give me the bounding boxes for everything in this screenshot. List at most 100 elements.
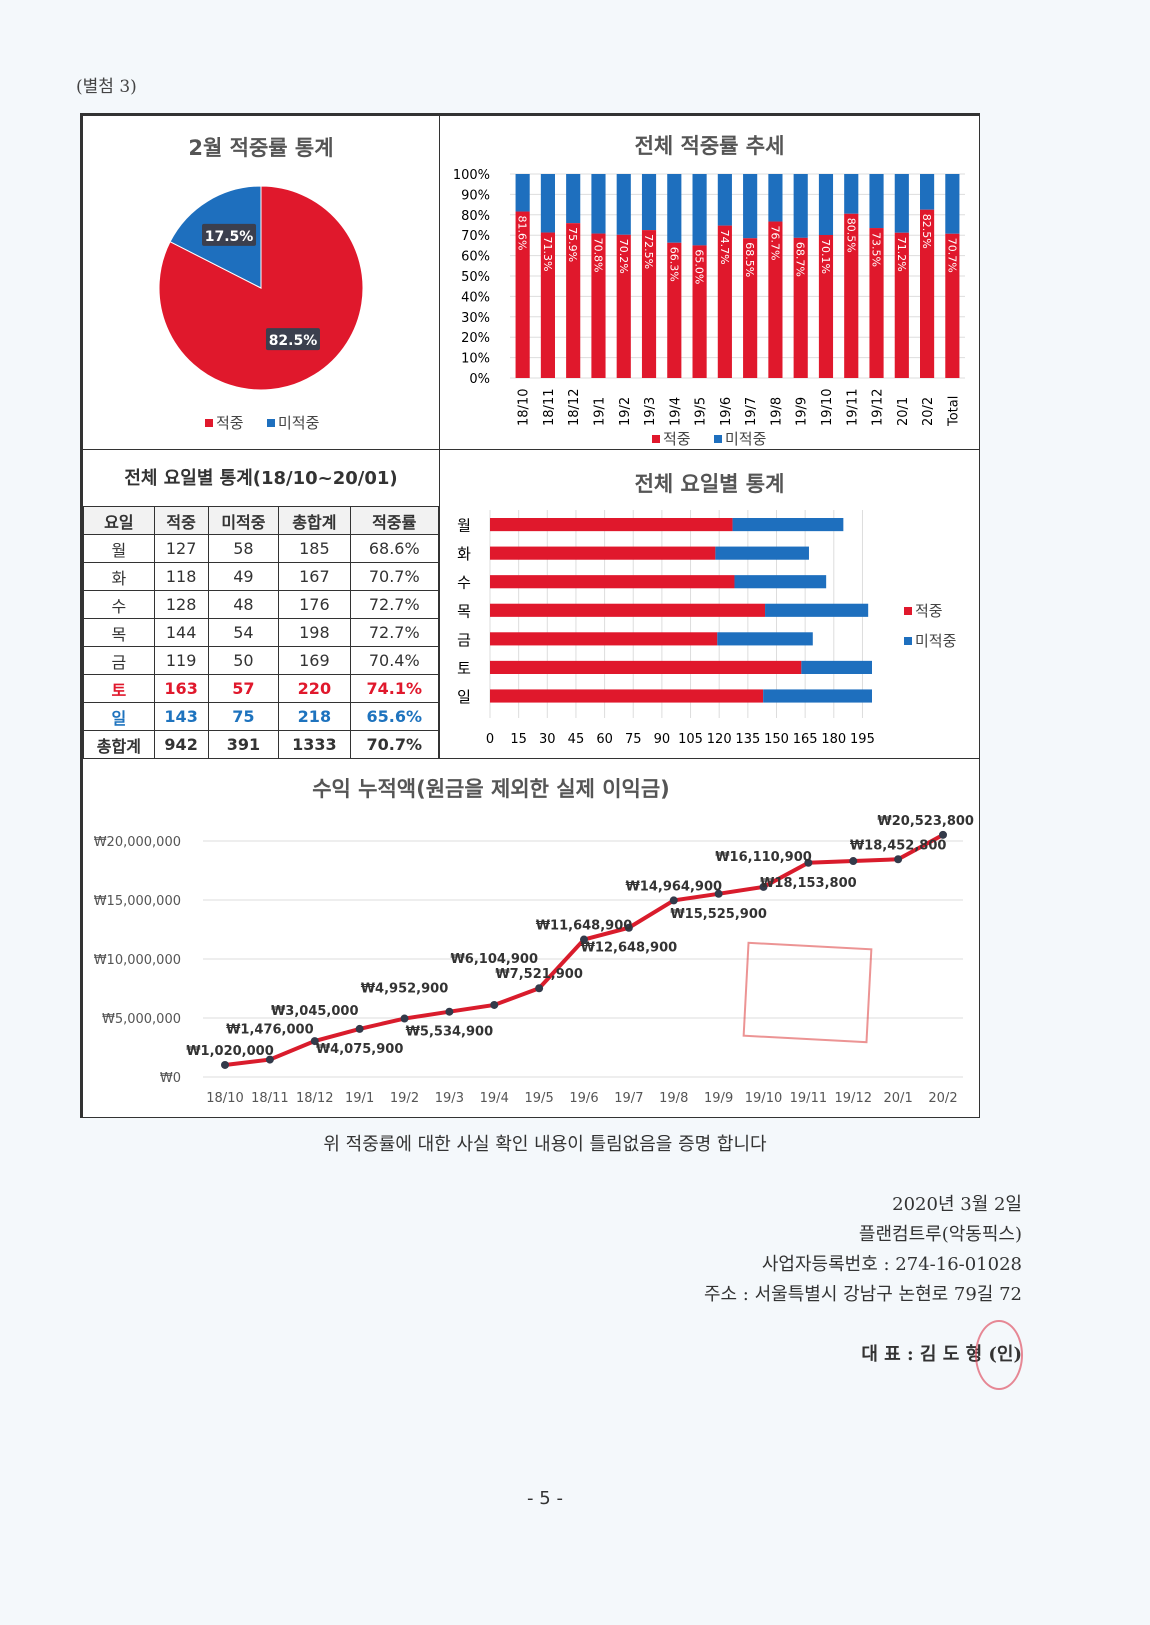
data-point bbox=[580, 935, 588, 944]
trend-chart: 0% 10% 20% 30% 40% 50% 60% 70% 80% 90% 100% 81.6% 18… bbox=[453, 168, 965, 448]
table-cell: 143 bbox=[153, 702, 209, 731]
data-label: ₩5,534,900 bbox=[406, 1025, 494, 1040]
data-label: 71.2% bbox=[895, 237, 908, 272]
data-point bbox=[265, 1055, 274, 1064]
data-label: 81.6% bbox=[516, 216, 529, 251]
table-cell: 391 bbox=[207, 730, 280, 759]
x-tick-label: 19/9 bbox=[704, 1091, 733, 1106]
x-tick-label: 19/1 bbox=[592, 397, 607, 426]
x-tick-label: 75 bbox=[625, 732, 642, 747]
data-label-box bbox=[265, 328, 320, 351]
y-tick-label: 30% bbox=[461, 311, 490, 326]
data-point bbox=[535, 984, 544, 993]
bar-miss bbox=[717, 632, 813, 646]
data-label: ₩4,952,900 bbox=[361, 982, 449, 997]
x-tick-label: 15 bbox=[510, 732, 527, 747]
y-tick-label: 일 bbox=[457, 688, 471, 706]
x-tick-label: 18/11 bbox=[542, 389, 557, 426]
bar-miss bbox=[801, 660, 872, 674]
x-tick-label: Total bbox=[946, 396, 961, 427]
legend-label: 미적중 bbox=[278, 414, 319, 432]
bar-miss bbox=[540, 174, 555, 233]
bar-hit bbox=[945, 233, 960, 378]
bar-miss bbox=[515, 174, 530, 212]
data-label: 74.7% bbox=[718, 230, 731, 265]
x-tick-label: 19/3 bbox=[435, 1091, 464, 1106]
x-tick-label: 20/1 bbox=[896, 397, 911, 426]
x-tick-label: 30 bbox=[539, 732, 556, 747]
y-tick-label: 80% bbox=[461, 209, 490, 224]
y-tick-label: ₩15,000,000 bbox=[94, 894, 181, 909]
x-tick-label: 120 bbox=[707, 732, 732, 747]
data-label: ₩6,104,900 bbox=[450, 952, 538, 967]
data-label: ₩4,075,900 bbox=[316, 1042, 404, 1057]
legend-label: 적중 bbox=[663, 430, 691, 448]
column-header: 적중률 bbox=[349, 506, 440, 535]
table-cell: 119 bbox=[153, 646, 209, 675]
table-cell: 70.7% bbox=[349, 730, 440, 759]
address: 주소 : 서울특별시 강남구 논현로 79길 72 bbox=[703, 1284, 1022, 1305]
y-tick-label: 50% bbox=[461, 270, 490, 285]
bar-hit bbox=[818, 234, 834, 378]
data-label: ₩15,525,900 bbox=[670, 907, 767, 922]
x-tick-label: 19/7 bbox=[614, 1091, 643, 1106]
table-cell: 54 bbox=[207, 618, 280, 647]
table-cell: 수 bbox=[83, 590, 155, 619]
data-point bbox=[355, 1024, 364, 1033]
bar-hit bbox=[490, 575, 735, 589]
table-cell: 185 bbox=[278, 534, 351, 563]
data-point bbox=[894, 855, 903, 864]
bar-hit bbox=[616, 234, 631, 378]
bar-miss bbox=[734, 575, 827, 589]
y-tick-label: 60% bbox=[461, 250, 490, 265]
data-label: 82.5% bbox=[269, 333, 318, 349]
table-cell: 49 bbox=[207, 562, 280, 591]
x-tick-label: 20/2 bbox=[928, 1091, 957, 1106]
data-point bbox=[714, 889, 723, 898]
table-row: 토 163 57 220 74.1% bbox=[83, 674, 440, 703]
bar-hit bbox=[490, 632, 718, 646]
data-point bbox=[759, 882, 768, 891]
bar-miss bbox=[591, 174, 606, 234]
x-tick-label: 18/10 bbox=[517, 389, 532, 426]
x-tick-label: 19/7 bbox=[744, 397, 759, 426]
x-tick-label: 19/5 bbox=[525, 1091, 554, 1106]
y-tick-label: 70% bbox=[461, 229, 490, 244]
x-tick-label: 90 bbox=[654, 732, 671, 747]
data-label: ₩14,964,900 bbox=[625, 879, 722, 894]
data-point bbox=[804, 858, 813, 867]
x-tick-label: 20/2 bbox=[921, 397, 936, 426]
data-label-box bbox=[202, 223, 257, 246]
pie-chart: 82.5% 17.5% 적중 미적중 bbox=[158, 185, 364, 432]
data-label: 65.0% bbox=[693, 249, 706, 284]
bar-miss bbox=[616, 174, 631, 235]
x-tick-label: 0 bbox=[486, 732, 494, 747]
trend-panel: 전체 적중률 추세 0% 10% 20% 30% 40% 50% 60% 70% 80% 90% 1… bbox=[439, 115, 980, 450]
bar-hit bbox=[490, 546, 716, 560]
x-tick-label: 19/11 bbox=[845, 389, 860, 426]
table-cell: 70.4% bbox=[349, 646, 440, 675]
pie-panel: 2월 적중률 통계 82.5% 17.5% 적중 미적중 bbox=[82, 115, 440, 450]
date: 2020년 3월 2일 bbox=[892, 1194, 1022, 1215]
bar-hit bbox=[641, 230, 657, 378]
table-row: 화 118 49 167 70.7% bbox=[83, 562, 440, 591]
x-tick-label: 19/12 bbox=[835, 1091, 872, 1106]
table-cell: 72.7% bbox=[349, 590, 440, 619]
x-tick-label: 20/1 bbox=[884, 1091, 913, 1106]
company-name: 플랜컴트루(악동픽스) bbox=[858, 1224, 1022, 1245]
weekday-table-panel: 전체 요일별 통계(18/10~20/01) 요일 적중 미적중 총합계 적중률 월 127… bbox=[82, 449, 440, 759]
data-label: 82.5% bbox=[920, 214, 933, 249]
x-tick-label: 19/8 bbox=[769, 397, 784, 426]
bar-hit bbox=[768, 221, 783, 378]
x-tick-label: 18/12 bbox=[567, 389, 582, 426]
x-tick-label: 19/8 bbox=[659, 1091, 688, 1106]
table-cell: 월 bbox=[83, 534, 155, 563]
y-tick-label: 20% bbox=[461, 331, 490, 346]
bar-hit bbox=[591, 233, 606, 378]
weekday-chart: 0 15 30 45 60 75 90 105 120 135 150 165 180 195 월화수목금토… bbox=[457, 510, 956, 747]
table-cell: 118 bbox=[153, 562, 209, 591]
x-tick-label: 195 bbox=[850, 732, 875, 747]
x-tick-label: 19/5 bbox=[694, 397, 709, 426]
x-tick-label: 19/12 bbox=[871, 389, 886, 426]
bar-hit bbox=[894, 232, 909, 378]
